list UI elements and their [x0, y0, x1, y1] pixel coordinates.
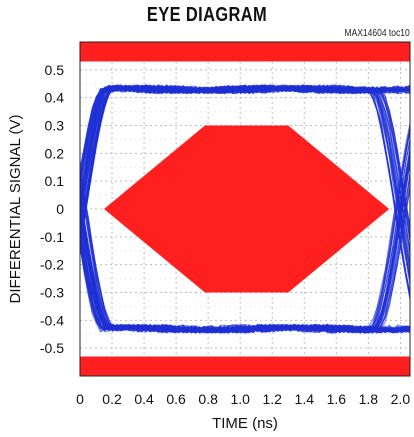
eye-trace [79, 200, 411, 334]
y-tick-label: 0.4 [45, 90, 65, 106]
eye-traces [79, 84, 411, 334]
mask-hexagon [104, 125, 390, 293]
x-tick-label: 0.2 [102, 391, 122, 407]
y-tick-label: 0.1 [45, 173, 65, 189]
y-tick-label: -0.4 [40, 312, 64, 328]
chart-title: EYE DIAGRAM [146, 4, 268, 26]
y-tick-label: 0.5 [45, 62, 65, 78]
x-tick-label: 1.0 [230, 391, 250, 407]
y-tick-label: 0.3 [45, 118, 65, 134]
eye-trace [79, 84, 411, 299]
x-tick-label: 1.8 [359, 391, 379, 407]
x-tick-label: 2.0 [391, 391, 411, 407]
x-tick-label: 1.4 [295, 391, 315, 407]
y-axis-label: DIFFERENTIAL SIGNAL (V) [7, 115, 24, 304]
figure-id: MAX14604 toc10 [344, 28, 410, 39]
x-tick-label: 0 [76, 391, 84, 407]
y-tick-label: 0 [56, 201, 64, 217]
mask-bands [80, 42, 410, 376]
y-tick-labels: 0.5 0.4 0.3 0.2 0.1 0 -0.1 -0.2 -0.3 -0.4 -0.5 [40, 62, 64, 356]
x-tick-label: 0.4 [134, 391, 154, 407]
plot-frame [79, 41, 411, 377]
x-tick-label: 1.6 [327, 391, 347, 407]
x-tick-label: 1.2 [262, 391, 282, 407]
x-tick-label: 0.6 [166, 391, 186, 407]
y-tick-label: 0.2 [45, 145, 65, 161]
y-tick-label: -0.2 [40, 257, 64, 273]
eye-trace [79, 84, 411, 246]
y-tick-label: -0.5 [40, 340, 64, 356]
x-axis-label: TIME (ns) [212, 415, 278, 432]
mask-top-band [80, 42, 410, 62]
y-tick-label: -0.3 [40, 285, 64, 301]
eye-trace [79, 84, 411, 171]
eye-trace [79, 240, 411, 334]
eye-trace [79, 122, 411, 334]
x-tick-label: 0.8 [198, 391, 218, 407]
mask-bottom-band [80, 356, 410, 376]
x-tick-labels: 0 0.2 0.4 0.6 0.8 1.0 1.2 1.4 1.6 1.8 2.0 [76, 391, 410, 407]
y-tick-label: -0.1 [40, 229, 64, 245]
